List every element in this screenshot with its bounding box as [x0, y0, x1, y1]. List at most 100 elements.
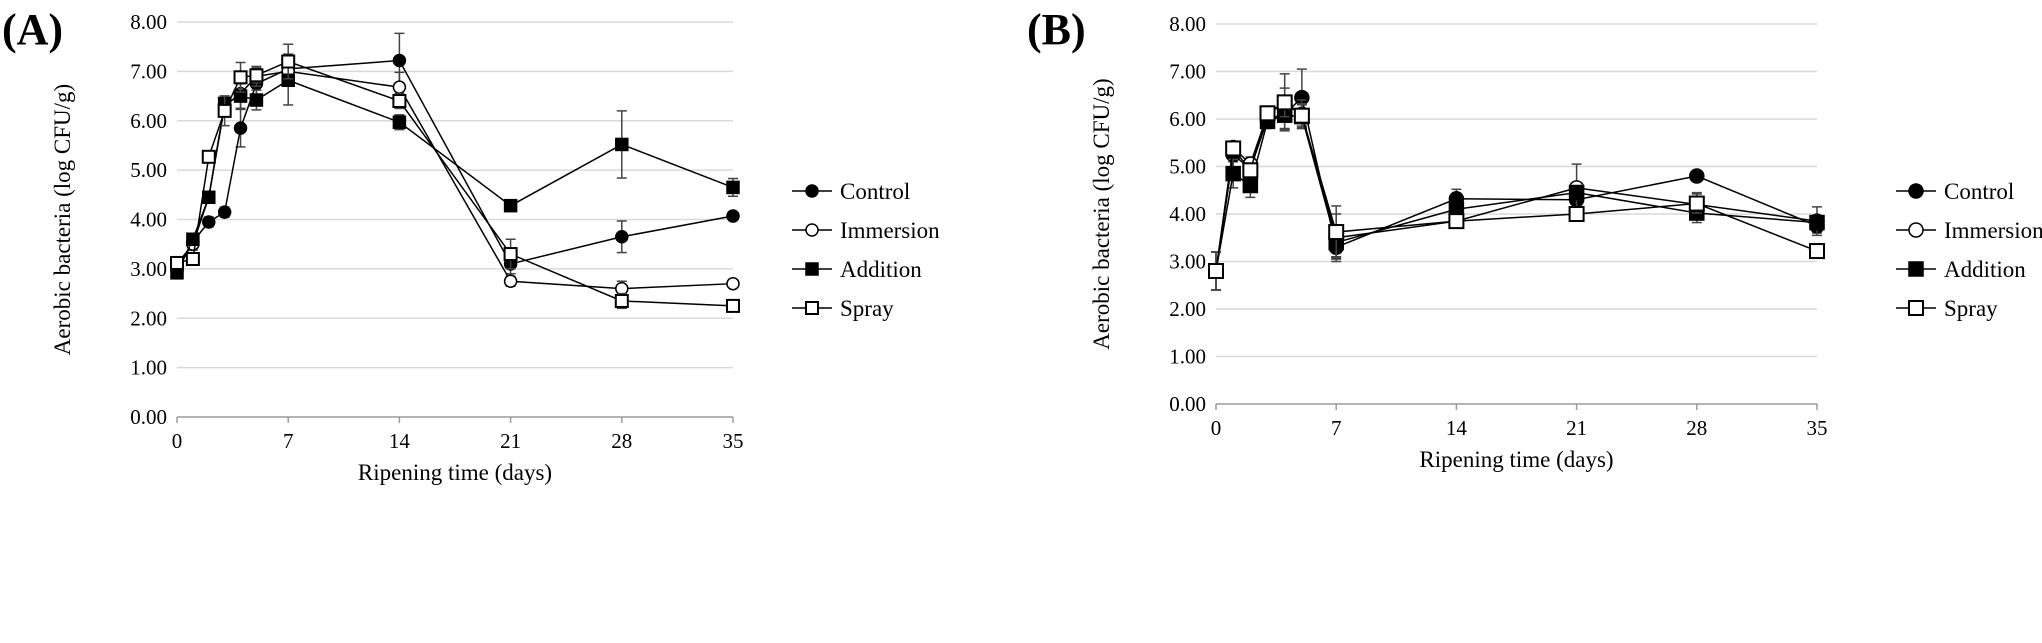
- chart-panel-a: (A) 0.00 1.00 2.00 3.00 4.00 5.00 6.00 7.00 8.00…: [2, 5, 940, 485]
- data-point-spray: [233, 70, 248, 85]
- data-point-spray: [1568, 206, 1585, 222]
- data-point-control: [233, 121, 248, 135]
- legend-item-control: Control: [792, 179, 910, 204]
- y-tick-label: 2.00: [130, 306, 167, 330]
- data-point-spray: [1208, 263, 1224, 279]
- legend-item-spray: Spray: [792, 296, 894, 321]
- chart-panel-b: (B) 0.00 1.00 2.00 3.00 4.00 5.00 6.00 7.00 8.00…: [1021, 0, 2042, 643]
- y-tick-label: 5.00: [1169, 155, 1206, 179]
- data-point-spray: [1688, 195, 1705, 212]
- panel-label-a: (A): [2, 5, 64, 54]
- y-tick-label: 3.00: [1169, 250, 1206, 274]
- legend-label-addition: Addition: [840, 257, 922, 282]
- y-tick-label: 8.00: [130, 10, 167, 34]
- data-point-control: [726, 209, 740, 223]
- y-axis-title: Aerobic bacteria (log CFU/g): [1089, 78, 1114, 349]
- x-tick-label: 28: [611, 429, 632, 453]
- data-point-addition: [392, 115, 407, 129]
- data-point-spray: [1293, 107, 1310, 124]
- data-point-spray: [1328, 224, 1345, 241]
- y-tick-label: 8.00: [1169, 12, 1206, 36]
- data-point-immersion: [726, 276, 740, 291]
- data-point-addition: [1809, 214, 1825, 231]
- series-spray: [1208, 87, 1825, 291]
- series-line-control: [176, 59, 734, 272]
- y-tick-label: 0.00: [1169, 392, 1206, 416]
- data-point-addition: [615, 137, 629, 152]
- legend-marker-immersion: [805, 223, 819, 237]
- legend-marker-immersion: [1908, 222, 1924, 238]
- data-point-spray: [392, 94, 407, 108]
- legend-label-spray: Spray: [840, 296, 894, 321]
- data-point-immersion: [392, 80, 407, 94]
- y-tick-label: 7.00: [1169, 60, 1206, 84]
- legend-item-addition: Addition: [1896, 257, 2026, 282]
- data-point-addition: [726, 180, 740, 195]
- legend-item-immersion: Immersion: [1896, 218, 2042, 243]
- data-point-control: [615, 230, 629, 244]
- chart-a: 0.00 1.00 2.00 3.00 4.00 5.00 6.00 7.00 8.00 0 7 14…: [50, 10, 940, 485]
- data-point-spray: [170, 255, 184, 270]
- data-point-addition: [1568, 184, 1585, 201]
- data-point-spray: [201, 149, 216, 164]
- x-tick-label: 7: [1331, 416, 1342, 440]
- legend-marker-control: [1908, 183, 1924, 199]
- data-point-spray: [1259, 105, 1276, 122]
- data-point-spray: [281, 54, 296, 69]
- legend: Control Immersion Addition Spray: [1896, 179, 2042, 321]
- series-spray: [170, 43, 740, 313]
- y-tick-label: 4.00: [130, 208, 167, 232]
- y-tick-label: 4.00: [1169, 202, 1206, 226]
- legend: Control Immersion Addition Spray: [792, 179, 940, 321]
- x-tick-label: 0: [172, 429, 183, 453]
- legend-item-control: Control: [1896, 179, 2014, 204]
- legend-marker-addition: [805, 262, 819, 276]
- y-tick-label: 0.00: [130, 405, 167, 429]
- legend-label-spray: Spray: [1944, 296, 1998, 321]
- x-tick-label: 0: [1211, 416, 1222, 440]
- data-point-spray: [614, 293, 629, 308]
- legend-item-immersion: Immersion: [792, 218, 940, 243]
- legend-marker-spray: [1908, 300, 1924, 316]
- data-point-spray: [1225, 140, 1242, 157]
- legend-label-addition: Addition: [1944, 257, 2026, 282]
- legend-label-control: Control: [840, 179, 910, 204]
- chart-b: 0.00 1.00 2.00 3.00 4.00 5.00 6.00 7.00 8.00 0 7 14…: [1089, 12, 2042, 472]
- x-axis-title: Ripening time (days): [1419, 447, 1613, 472]
- x-tick-label: 21: [1566, 416, 1587, 440]
- legend-marker-spray: [805, 301, 819, 315]
- data-point-spray: [1276, 94, 1293, 111]
- data-point-spray: [503, 247, 518, 262]
- x-tick-label: 35: [1807, 416, 1828, 440]
- data-point-control: [392, 53, 407, 68]
- data-point-spray: [249, 68, 264, 83]
- data-point-spray: [1448, 213, 1465, 230]
- legend-marker-control: [805, 184, 819, 198]
- legend-item-addition: Addition: [792, 257, 922, 282]
- data-point-spray: [1242, 162, 1259, 179]
- x-axis-title: Ripening time (days): [358, 460, 552, 485]
- data-point-addition: [1242, 177, 1259, 194]
- x-tick-label: 35: [723, 429, 744, 453]
- data-point-spray: [1809, 243, 1825, 260]
- data-point-control: [202, 215, 216, 229]
- series-line-spray: [1215, 101, 1818, 272]
- y-tick-label: 2.00: [1169, 297, 1206, 321]
- y-axis-title: Aerobic bacteria (log CFU/g): [50, 84, 75, 355]
- x-tick-label: 21: [500, 429, 521, 453]
- y-tick-label: 5.00: [130, 158, 167, 182]
- y-tick-label: 1.00: [1169, 345, 1206, 369]
- data-point-immersion: [503, 274, 518, 288]
- data-point-addition: [202, 190, 216, 205]
- data-point-control: [217, 205, 232, 219]
- x-tick-label: 28: [1686, 416, 1707, 440]
- y-tick-label: 6.00: [1169, 107, 1206, 131]
- data-point-addition: [503, 198, 518, 213]
- x-tick-label: 7: [283, 429, 294, 453]
- y-tick-label: 3.00: [130, 257, 167, 281]
- legend-marker-addition: [1908, 261, 1924, 277]
- data-point-spray: [185, 252, 200, 266]
- legend-label-immersion: Immersion: [1944, 218, 2042, 243]
- y-tick-label: 7.00: [130, 59, 167, 83]
- y-tick-label: 1.00: [130, 356, 167, 380]
